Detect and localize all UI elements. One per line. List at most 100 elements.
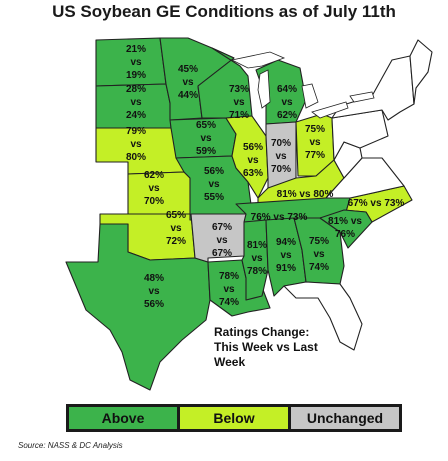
state-label-line: vs (130, 57, 142, 68)
state-label-ks: 62% vs 70% (144, 170, 164, 207)
state-tx (65, 223, 211, 391)
state-label-line: 64% (277, 84, 297, 95)
state-label-line: 65% (196, 120, 216, 131)
state-label-tx: 48% vs 56% (144, 273, 164, 310)
state-ny (331, 55, 415, 121)
state-label-line: vs (182, 77, 194, 88)
state-label-line: 45% (178, 64, 198, 75)
state-label-line: 44% (178, 90, 198, 101)
state-label-line: 78% (219, 271, 239, 282)
state-label-line: 77% (305, 150, 325, 161)
state-label-line: 70% (144, 196, 164, 207)
note-line-2: This Week vs Last (214, 340, 318, 354)
ratings-change-note: Ratings Change: This Week vs Last Week (214, 325, 374, 370)
state-label-line: 67% (212, 222, 232, 233)
state-label-line: vs (281, 97, 293, 108)
state-label-line: 81% vs 80% (277, 189, 334, 200)
state-label-line: vs (130, 139, 142, 150)
state-label-line: vs (216, 235, 228, 246)
state-label-line: 70% (271, 164, 291, 175)
state-label-line: vs (313, 249, 325, 260)
state-label-ia: 65% vs 59% (196, 120, 216, 157)
state-label-line: 73% (229, 84, 249, 95)
state-fl (283, 281, 363, 351)
state-label-line: 63% (243, 168, 263, 179)
state-label-ms: 81% vs 78% (247, 240, 267, 277)
state-label-line: 70% (271, 138, 291, 149)
state-label-wi: 73% vs 71% (229, 84, 249, 121)
state-il (225, 115, 269, 199)
state-label-line: 65% (166, 210, 186, 221)
legend: Above Below Unchanged (66, 404, 402, 432)
source-note: Source: NASS & DC Analysis (18, 441, 123, 450)
state-label-ga: 75% vs 74% (309, 236, 329, 273)
note-line-1: Ratings Change: (214, 325, 310, 339)
state-label-in: 70% vs 70% (271, 138, 291, 175)
state-label-line: 48% (144, 273, 164, 284)
state-label-line: vs (148, 286, 160, 297)
state-label-ar: 67% vs 67% (212, 222, 232, 259)
state-label-line: 75% (305, 124, 325, 135)
state-label-line: 56% (144, 299, 164, 310)
state-label-line: 72% (166, 236, 186, 247)
state-ne_new_england (409, 39, 433, 105)
state-shapes (65, 37, 433, 391)
lake-shape (349, 91, 375, 103)
state-label-sd: 28% vs 24% (126, 84, 146, 121)
state-label-line: vs (247, 155, 259, 166)
state-label-line: 74% (219, 297, 239, 308)
state-label-line: 75% (309, 236, 329, 247)
state-label-mi: 64% vs 62% (277, 84, 297, 121)
state-label-line: vs (208, 179, 220, 190)
state-label-line: 81% vs (328, 216, 362, 227)
state-label-line: 74% (309, 262, 329, 273)
state-label-line: 81% (247, 240, 267, 251)
state-label-la: 78% vs 74% (219, 271, 239, 308)
state-label-line: 94% (276, 237, 296, 248)
state-label-line: vs (200, 133, 212, 144)
state-label-mn: 45% vs 44% (178, 64, 198, 101)
state-label-line: vs (251, 253, 263, 264)
state-label-line: 28% (126, 84, 146, 95)
lake-shape (230, 51, 286, 69)
state-label-line: vs (170, 223, 182, 234)
state-label-ne: 79% vs 80% (126, 126, 146, 163)
state-label-line: vs (309, 137, 321, 148)
state-label-line: 91% (276, 263, 296, 274)
state-label-nc: 67% vs 73% (348, 198, 405, 209)
state-label-line: vs (130, 97, 142, 108)
state-label-line: 71% (229, 110, 249, 121)
state-label-ky: 81% vs 80% (277, 189, 334, 200)
state-label-line: 67% vs 73% (348, 198, 405, 209)
state-label-line: 80% (126, 152, 146, 163)
state-label-line: 78% (247, 266, 267, 277)
state-label-sc: 81% vs 76% (328, 216, 362, 240)
state-label-line: 55% (204, 192, 224, 203)
state-label-al: 94% vs 91% (276, 237, 296, 274)
legend-below: Below (180, 407, 288, 429)
state-label-il: 56% vs 63% (243, 142, 263, 179)
state-label-nd: 21% vs 19% (126, 44, 146, 81)
lake-shape (257, 69, 271, 109)
state-label-line: 59% (196, 146, 216, 157)
state-label-line: vs (233, 97, 245, 108)
state-label-line: vs (280, 250, 292, 261)
map-title: US Soybean GE Conditions as of July 11th (52, 2, 396, 21)
legend-above: Above (69, 407, 177, 429)
state-label-line: 79% (126, 126, 146, 137)
state-label-line: 56% (204, 166, 224, 177)
state-label-line: 76% vs 73% (251, 212, 308, 223)
legend-unchanged: Unchanged (291, 407, 399, 429)
state-label-line: 76% (335, 229, 355, 240)
state-label-line: 67% (212, 248, 232, 259)
state-label-line: 56% (243, 142, 263, 153)
lake-shape (311, 101, 349, 119)
state-sc (319, 209, 373, 249)
state-label-line: 19% (126, 70, 146, 81)
state-labels: 21% vs 19%28% vs 24%79% vs 80%62% vs 70%65% vs 72%… (126, 44, 404, 310)
note-line-3: Week (214, 355, 246, 369)
state-label-line: 62% (144, 170, 164, 181)
state-label-line: vs (148, 183, 160, 194)
state-label-ok: 65% vs 72% (166, 210, 186, 247)
